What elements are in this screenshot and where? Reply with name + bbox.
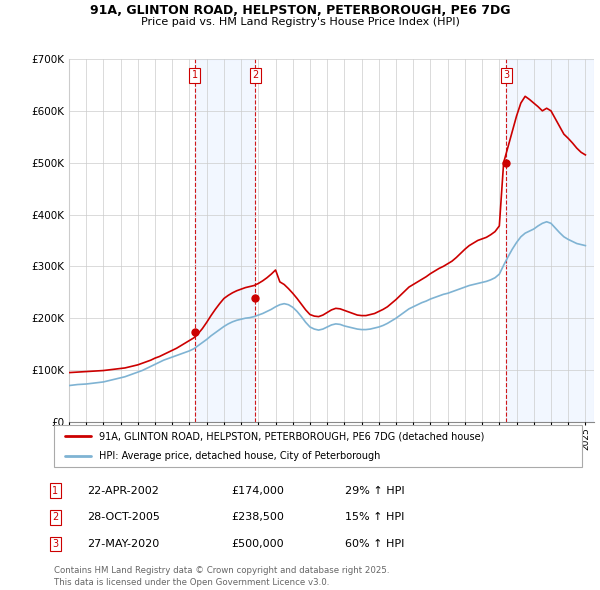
Bar [195,59,256,422]
Text: £174,000: £174,000 [231,486,284,496]
Text: 3: 3 [503,70,509,80]
Bar [506,59,594,422]
Text: This data is licensed under the Open Government Licence v3.0.: This data is licensed under the Open Gov… [54,578,329,587]
Text: 28-OCT-2005: 28-OCT-2005 [87,513,160,522]
Text: £238,500: £238,500 [231,513,284,522]
Text: 15% ↑ HPI: 15% ↑ HPI [345,513,404,522]
Text: 1: 1 [52,486,58,496]
Text: Contains HM Land Registry data © Crown copyright and database right 2025.: Contains HM Land Registry data © Crown c… [54,566,389,575]
Text: 22-APR-2002: 22-APR-2002 [87,486,159,496]
Text: £500,000: £500,000 [231,539,284,549]
Text: 29% ↑ HPI: 29% ↑ HPI [345,486,404,496]
Text: 60% ↑ HPI: 60% ↑ HPI [345,539,404,549]
Text: 27-MAY-2020: 27-MAY-2020 [87,539,159,549]
FancyBboxPatch shape [54,425,582,467]
Text: 91A, GLINTON ROAD, HELPSTON, PETERBOROUGH, PE6 7DG: 91A, GLINTON ROAD, HELPSTON, PETERBOROUG… [90,4,510,17]
Text: HPI: Average price, detached house, City of Peterborough: HPI: Average price, detached house, City… [99,451,380,461]
Text: 2: 2 [52,513,58,522]
Text: Price paid vs. HM Land Registry's House Price Index (HPI): Price paid vs. HM Land Registry's House … [140,17,460,27]
Text: 91A, GLINTON ROAD, HELPSTON, PETERBOROUGH, PE6 7DG (detached house): 91A, GLINTON ROAD, HELPSTON, PETERBOROUG… [99,431,484,441]
Text: 3: 3 [52,539,58,549]
Text: 1: 1 [192,70,198,80]
Text: 2: 2 [252,70,259,80]
